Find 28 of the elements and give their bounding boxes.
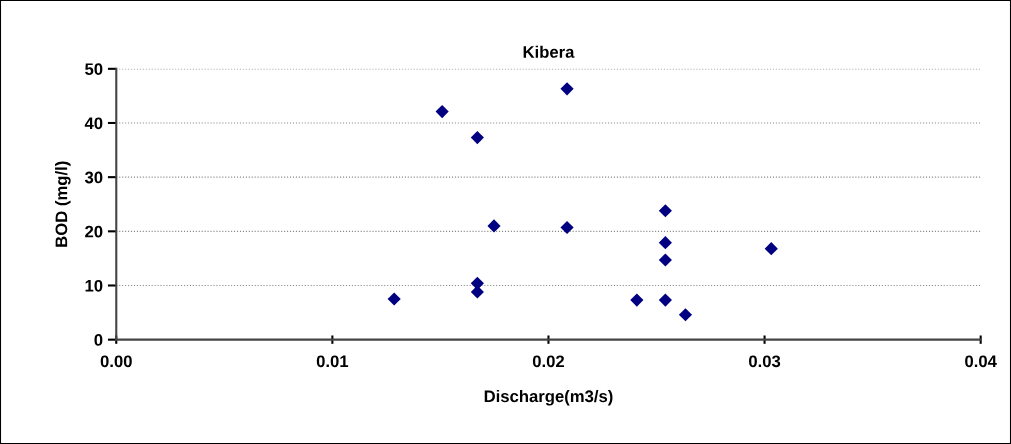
x-tick-label: 0.04 (965, 355, 997, 368)
x-axis-title: Discharge(m3/s) (484, 389, 613, 406)
point (630, 293, 644, 307)
point (658, 204, 672, 218)
y-tick-label: 40 (84, 117, 103, 130)
y-tick-label: 30 (84, 171, 103, 184)
y-axis-title: BOD (mg/l) (55, 161, 71, 247)
x-tick-label: 0.02 (532, 355, 565, 368)
point (678, 308, 693, 322)
point (560, 82, 574, 96)
point (387, 292, 401, 306)
point (470, 131, 484, 145)
point (435, 105, 449, 119)
x-tick-label: 0.00 (100, 355, 132, 368)
x-tick-label: 0.01 (316, 355, 349, 368)
y-tick-label: 20 (85, 225, 103, 238)
y-tick-label: 0 (94, 334, 103, 346)
chart-title: Kibera (523, 45, 575, 58)
y-tick-label: 50 (85, 63, 103, 76)
x-tick-label: 0.03 (749, 355, 781, 368)
point (658, 293, 672, 307)
point (764, 242, 778, 256)
point (658, 236, 672, 250)
point (560, 220, 574, 235)
y-tick-label: 10 (85, 279, 103, 292)
point (470, 285, 484, 299)
point (658, 253, 672, 267)
point (487, 219, 501, 233)
